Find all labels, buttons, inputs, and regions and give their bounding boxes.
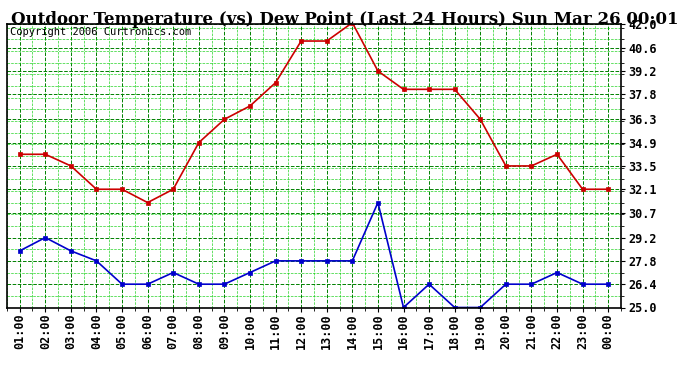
Text: Outdoor Temperature (vs) Dew Point (Last 24 Hours) Sun Mar 26 00:01: Outdoor Temperature (vs) Dew Point (Last… <box>11 11 679 28</box>
Text: Copyright 2006 Curtronics.com: Copyright 2006 Curtronics.com <box>10 27 191 37</box>
